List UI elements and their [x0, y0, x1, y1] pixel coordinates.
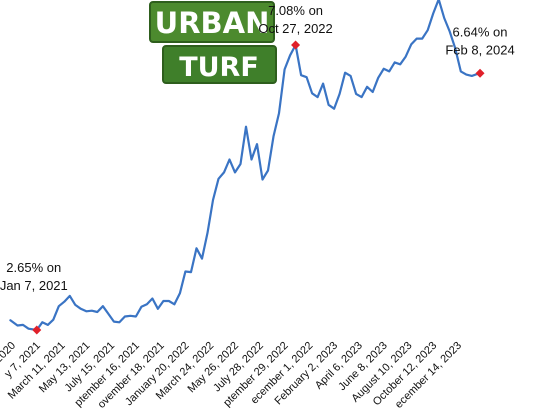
- series-layer: [9, 0, 482, 332]
- logo-sign-top: [149, 1, 275, 43]
- logo-text-turf: TURF: [179, 52, 259, 83]
- annotation-layer: 2.65% on Jan 7, 2021 7.08% on Oct 27, 2022 6…: [0, 3, 515, 293]
- logo-text-urban: URBAN: [155, 6, 270, 40]
- highlight-marker: [32, 325, 42, 335]
- highlight-marker: [475, 68, 485, 78]
- annotation-line-1: 6.64% on: [453, 24, 508, 39]
- logo-sign-bottom: [162, 45, 277, 84]
- annotation-line-1: 7.08% on: [268, 3, 323, 18]
- annotation-line-1: 2.65% on: [6, 260, 61, 275]
- marker-layer: [32, 40, 485, 335]
- annotation-line-2: Jan 7, 2021: [0, 278, 68, 293]
- urban-turf-logo: URBAN TURF: [149, 1, 277, 84]
- annotation-line-2: Oct 27, 2022: [258, 21, 332, 36]
- highlight-marker: [291, 40, 301, 50]
- mortgage-rate-line: [9, 0, 482, 332]
- annotation-line-2: Feb 8, 2024: [445, 42, 514, 57]
